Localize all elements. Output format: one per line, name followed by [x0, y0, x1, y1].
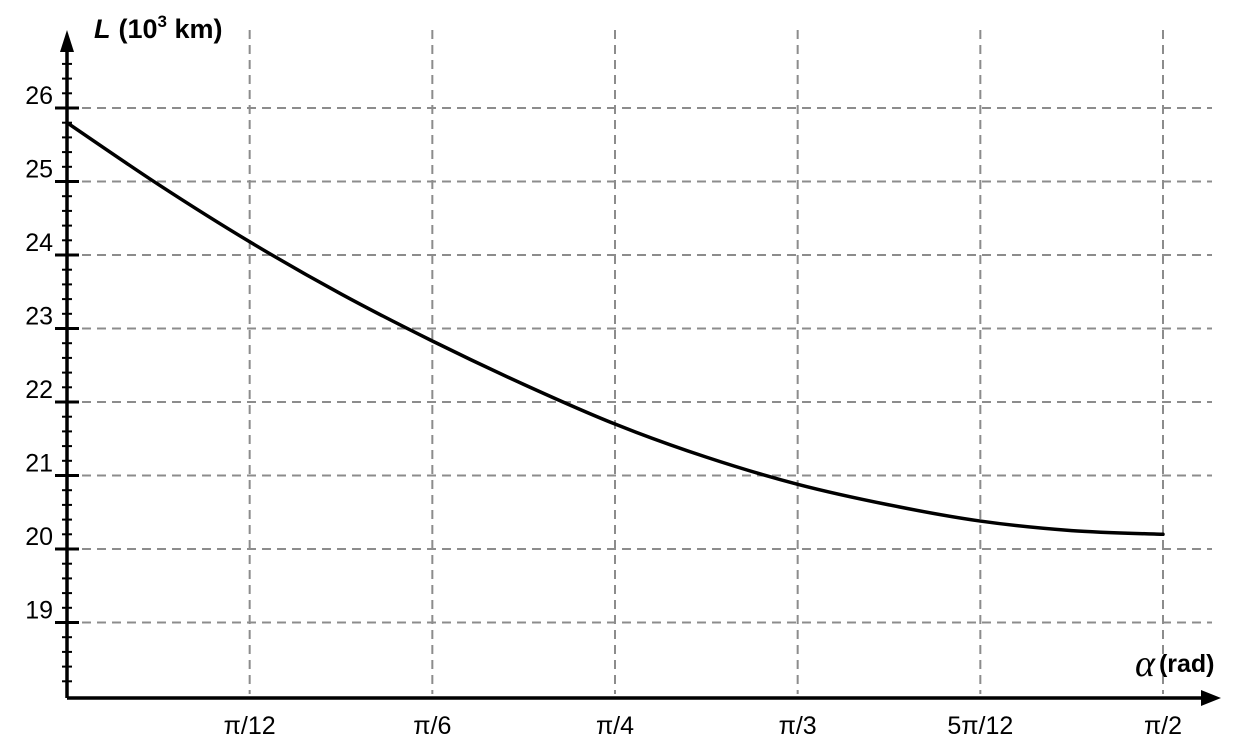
y-tick-label-6: 25 — [25, 156, 53, 184]
x-tick-label-3: π/3 — [779, 712, 817, 740]
y-tick-label-1: 20 — [25, 523, 53, 551]
x-axis-title: α (rad) — [1135, 643, 1215, 685]
y-axis-title: L (103 km) — [94, 12, 223, 44]
y-tick-label-5: 24 — [25, 229, 53, 257]
y-tick-label-7: 26 — [25, 82, 53, 110]
x-axis-arrow — [1201, 690, 1221, 706]
y-axis-symbol: L — [94, 14, 111, 44]
x-axis-symbol: α — [1135, 643, 1156, 685]
y-axis-unit-prefix: (10 — [119, 14, 158, 44]
y-axis-unit-exponent: 3 — [158, 12, 167, 31]
y-tick-label-0: 19 — [25, 597, 53, 625]
x-tick-label-2: π/4 — [596, 712, 634, 740]
x-tick-label-4: 5π/12 — [947, 712, 1013, 740]
x-tick-label-1: π/6 — [413, 712, 451, 740]
y-tick-label-4: 23 — [25, 303, 53, 331]
y-tick-label-3: 22 — [25, 376, 53, 404]
label-layer: 19 20 21 22 23 24 25 26 π/12 π/6 π/4 π/3 5π/12 π/2 — [25, 82, 1182, 740]
y-tick-label-2: 21 — [25, 450, 53, 478]
y-axis-unit-suffix: km) — [167, 14, 223, 44]
x-tick-label-0: π/12 — [224, 712, 276, 740]
grid-layer — [67, 30, 1212, 694]
axis-layer — [60, 30, 1221, 706]
x-tick-label-5: π/2 — [1144, 712, 1182, 740]
x-axis-unit: (rad) — [1159, 650, 1215, 678]
